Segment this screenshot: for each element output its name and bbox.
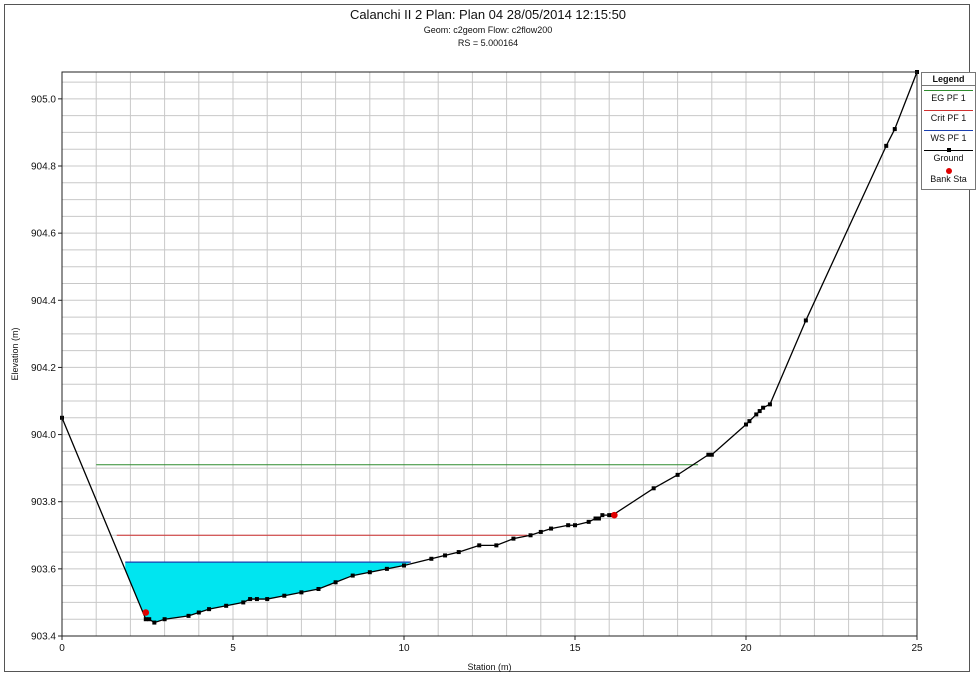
chart-title: Calanchi II 2 Plan: Plan 04 28/05/2014 1…: [349, 7, 627, 22]
x-tick-label: 10: [398, 643, 410, 654]
ground-point: [511, 536, 516, 541]
legend-swatch: [924, 90, 973, 91]
ground-point: [367, 570, 372, 575]
x-tick-label: 25: [911, 643, 923, 654]
ground-point: [538, 529, 543, 534]
chart-subtitle: Geom: c2geom Flow: c2flow200: [423, 25, 553, 35]
ground-point: [573, 523, 577, 528]
legend-label: WS PF 1: [930, 133, 967, 143]
x-axis-label: Station (m): [467, 662, 511, 672]
ground-point: [747, 419, 752, 424]
ground-point: [767, 402, 772, 407]
ground-point: [152, 620, 157, 625]
axis-ticks: 0 5 10 15 20 25 903.4 903.6 903.8 904.0 904.2 904.4…: [31, 94, 923, 654]
ground-point: [207, 607, 212, 612]
plot-area: [62, 72, 917, 636]
ground-point: [186, 613, 191, 618]
ground-point: [443, 553, 448, 558]
y-tick-label: 904.6: [31, 229, 56, 240]
y-tick-label: 904.0: [31, 430, 56, 441]
legend-swatch: [924, 130, 973, 131]
ground-point: [596, 516, 601, 521]
legend-label: Bank Sta: [930, 174, 967, 184]
y-tick-label: 903.4: [31, 632, 56, 643]
ground-point: [143, 617, 148, 622]
legend-label: Ground: [933, 153, 964, 163]
y-tick-label: 903.6: [31, 564, 56, 575]
ground-point: [754, 412, 759, 417]
ground-point: [586, 519, 591, 524]
ground-point: [709, 452, 714, 457]
ground-point: [402, 563, 406, 568]
ground-point: [254, 597, 259, 602]
legend-label: EG PF 1: [931, 93, 966, 103]
ground-point: [761, 405, 766, 410]
ground-point: [675, 472, 680, 477]
ground-point: [757, 409, 762, 414]
ground-point: [162, 617, 167, 622]
y-tick-label: 904.2: [31, 363, 56, 374]
ground-markers: [60, 70, 919, 625]
y-tick-label: 905.0: [31, 94, 56, 105]
ground-point: [744, 422, 748, 427]
x-tick-label: 15: [569, 643, 581, 654]
ground-point: [607, 513, 612, 518]
y-axis-label: Elevation (m): [10, 327, 20, 380]
ground-point: [384, 566, 389, 571]
ground-point: [706, 452, 711, 457]
legend-items: EG PF 1 Crit PF 1 WS PF 1 Ground Bank Sta: [922, 86, 975, 190]
ground-point: [528, 533, 533, 538]
legend-item: EG PF 1: [922, 86, 975, 106]
river-station-label: RS = 5.000164: [457, 38, 519, 48]
ground-point: [600, 513, 605, 518]
ground-point: [350, 573, 355, 578]
legend-item: Ground: [922, 146, 975, 166]
ground-point: [456, 550, 461, 555]
legend-item: Bank Sta: [922, 168, 975, 190]
ground-point: [299, 590, 304, 595]
ground-point: [803, 318, 808, 323]
plot-border: [61, 71, 918, 637]
ground-point: [196, 610, 201, 615]
ground-point: [248, 597, 253, 602]
legend-title: Legend: [922, 73, 975, 86]
ground-point: [333, 580, 338, 585]
y-tick-label: 904.8: [31, 162, 56, 173]
ground-point: [884, 143, 889, 148]
ground-point: [549, 526, 554, 531]
ground-point: [316, 587, 321, 591]
bank-station-point: [142, 609, 150, 616]
ground-point: [566, 523, 571, 528]
legend-marker: [946, 148, 951, 152]
legend-item: WS PF 1: [922, 126, 975, 146]
ground-point: [593, 516, 598, 521]
ground-point: [224, 603, 229, 608]
x-tick-label: 20: [740, 643, 752, 654]
ground-point: [265, 597, 270, 602]
legend-item: Crit PF 1: [922, 106, 975, 126]
ground-point: [477, 543, 482, 548]
ground-point: [282, 593, 287, 598]
ground-point: [241, 600, 246, 605]
bank-station-point: [611, 511, 618, 519]
legend-swatch: [924, 110, 973, 111]
legend-label: Crit PF 1: [930, 113, 967, 123]
ground-point: [429, 556, 434, 561]
x-tick-label: 5: [230, 643, 236, 654]
ground-point: [651, 486, 656, 491]
water-fill: [125, 562, 411, 623]
legend: Legend EG PF 1 Crit PF 1 WS PF 1 Ground Bank…: [921, 72, 976, 190]
y-tick-label: 903.8: [31, 497, 56, 508]
ground-point: [892, 127, 897, 132]
legend-swatch: [945, 168, 952, 174]
ground-point: [147, 617, 152, 622]
ground-point: [494, 543, 499, 548]
y-tick-label: 904.4: [31, 296, 56, 307]
x-tick-label: 0: [59, 643, 65, 654]
